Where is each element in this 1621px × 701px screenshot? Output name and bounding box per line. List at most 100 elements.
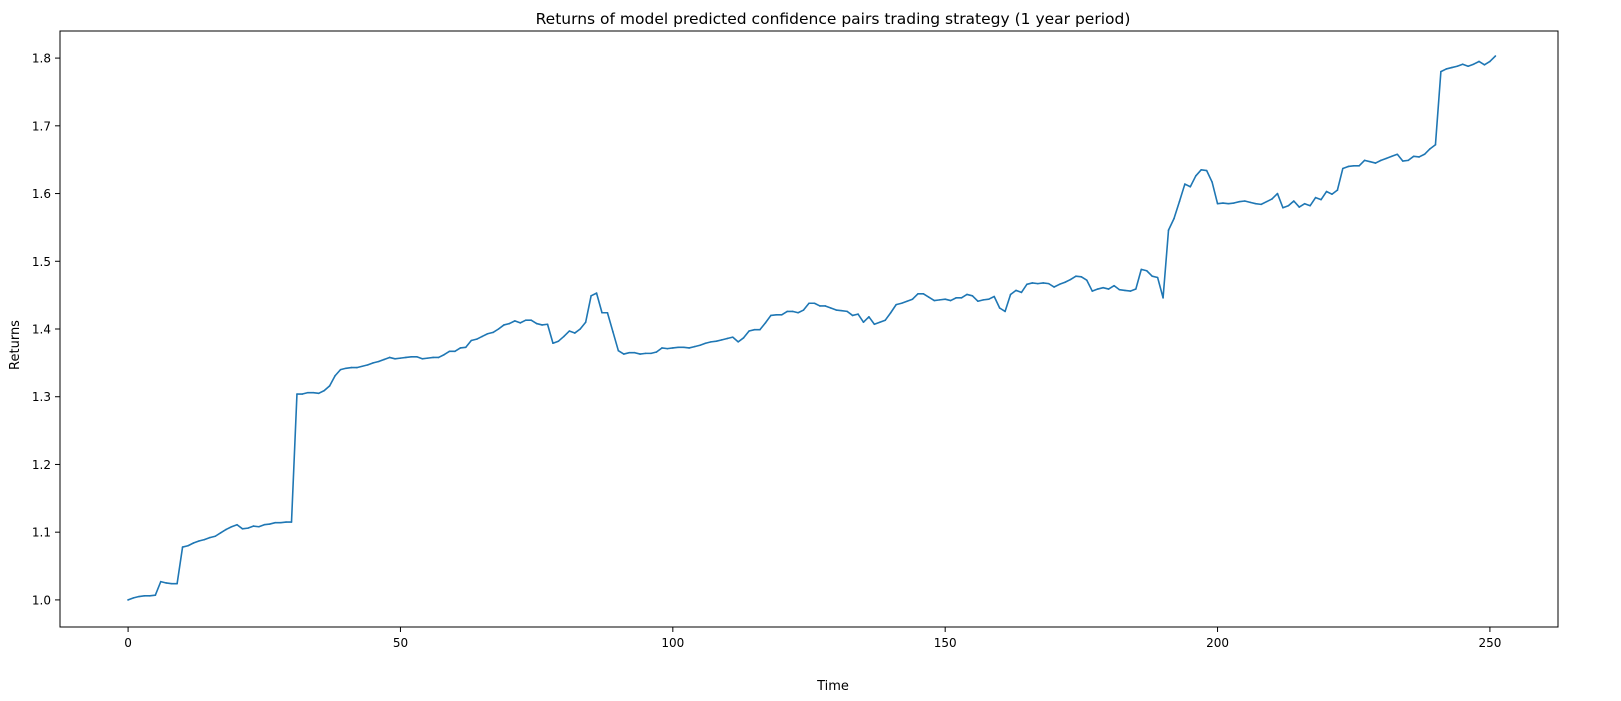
data-point <box>786 310 789 313</box>
data-point <box>339 368 342 371</box>
data-point <box>824 305 827 307</box>
data-point <box>383 358 385 361</box>
data-point <box>998 307 1001 309</box>
data-point <box>192 542 195 544</box>
y-tick-label: 1.2 <box>32 458 51 472</box>
data-point <box>1194 175 1197 177</box>
data-point <box>1380 159 1382 162</box>
data-point <box>1069 278 1072 281</box>
data-point <box>356 366 358 369</box>
data-point <box>524 319 527 322</box>
data-point <box>1026 283 1028 286</box>
data-point <box>247 527 249 529</box>
data-point <box>677 346 680 349</box>
data-point <box>1483 64 1486 66</box>
series-points <box>127 55 1497 601</box>
y-axis-label: Returns <box>8 320 23 370</box>
x-tick-label: 50 <box>393 636 408 650</box>
data-point <box>394 358 396 360</box>
data-point <box>699 344 701 347</box>
data-point <box>312 391 315 394</box>
data-point <box>987 298 990 301</box>
data-point <box>1461 63 1464 65</box>
data-point <box>426 357 429 359</box>
data-point <box>475 338 478 340</box>
data-point <box>835 309 838 311</box>
data-point <box>1238 200 1241 203</box>
data-point <box>1363 159 1366 162</box>
data-point <box>154 594 157 596</box>
data-point <box>203 538 206 541</box>
data-point <box>1102 286 1104 289</box>
data-point <box>279 521 282 524</box>
data-point <box>868 316 870 318</box>
data-point <box>693 345 696 348</box>
data-point <box>1129 290 1132 292</box>
data-point <box>1113 284 1115 287</box>
data-point <box>1385 157 1388 160</box>
data-point <box>1167 229 1170 231</box>
data-point <box>138 595 140 598</box>
data-point <box>770 314 772 317</box>
data-point <box>214 535 217 538</box>
data-point <box>1276 192 1279 195</box>
data-point <box>1298 206 1301 208</box>
data-point <box>1243 200 1246 202</box>
data-point <box>889 311 892 314</box>
data-point <box>710 341 712 343</box>
data-point <box>198 540 200 542</box>
data-point <box>1004 310 1006 313</box>
data-point <box>764 322 767 324</box>
data-point <box>1145 269 1148 272</box>
data-point <box>1293 200 1295 202</box>
y-tick-label: 1.4 <box>32 323 51 337</box>
data-point <box>149 595 151 597</box>
data-point <box>1434 143 1437 146</box>
data-point <box>432 356 434 359</box>
data-point <box>1096 288 1099 290</box>
data-point <box>661 347 663 349</box>
data-point <box>366 364 369 366</box>
data-point <box>209 536 211 539</box>
data-point <box>1287 204 1290 207</box>
data-point <box>922 292 925 295</box>
data-point <box>737 341 739 343</box>
x-axis: 0 50 100 150 200 250 <box>124 627 1501 650</box>
data-point <box>1020 291 1023 294</box>
data-point <box>1401 160 1404 162</box>
data-point <box>170 582 173 585</box>
data-point <box>1331 193 1333 196</box>
data-point <box>775 313 778 316</box>
data-point <box>1178 200 1181 203</box>
data-point <box>949 299 952 302</box>
data-point <box>1456 65 1459 68</box>
data-point <box>1303 202 1306 205</box>
y-tick-label: 1.1 <box>32 526 51 540</box>
data-point <box>405 356 407 359</box>
data-point <box>955 297 957 299</box>
data-point <box>268 523 271 525</box>
data-point <box>486 332 489 335</box>
data-point <box>1124 289 1126 292</box>
data-point <box>361 365 364 368</box>
data-point <box>230 525 233 528</box>
data-point <box>372 362 375 364</box>
data-point <box>1135 288 1137 290</box>
data-point <box>971 295 974 297</box>
data-point <box>1107 288 1110 290</box>
data-point <box>176 582 178 585</box>
data-point <box>535 322 538 325</box>
data-point <box>895 303 897 306</box>
data-point <box>328 385 331 387</box>
data-point <box>666 347 669 350</box>
data-point <box>552 342 554 345</box>
data-point <box>274 521 276 524</box>
data-point <box>557 340 560 342</box>
data-point <box>1260 203 1262 206</box>
data-point <box>1472 63 1475 65</box>
data-point <box>1445 68 1448 70</box>
data-point <box>448 350 451 353</box>
data-point <box>1015 289 1017 292</box>
data-point <box>263 523 266 526</box>
